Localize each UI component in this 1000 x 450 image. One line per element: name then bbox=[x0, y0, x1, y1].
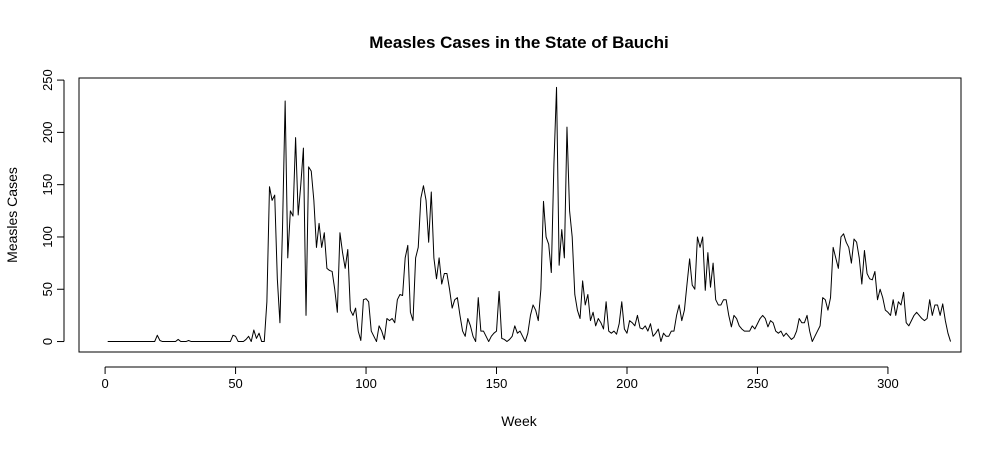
plot-frame bbox=[78, 77, 962, 353]
x-tick-label: 100 bbox=[355, 376, 377, 391]
y-tick-label: 100 bbox=[40, 226, 55, 248]
series-line bbox=[107, 86, 952, 343]
x-tick-label: 50 bbox=[228, 376, 242, 391]
x-axis: 0 50 100 150 200 250 300 bbox=[101, 366, 899, 391]
y-tick-label: 250 bbox=[40, 69, 55, 91]
chart-title: Measles Cases in the State of Bauchi bbox=[369, 33, 669, 52]
x-tick-label: 300 bbox=[877, 376, 899, 391]
y-axis: 0 50 100 150 200 250 bbox=[40, 69, 65, 345]
y-tick-label: 200 bbox=[40, 122, 55, 144]
x-tick-label: 150 bbox=[486, 376, 508, 391]
y-tick-label: 50 bbox=[40, 282, 55, 296]
y-axis-label: Measles Cases bbox=[4, 167, 20, 263]
x-tick-label: 250 bbox=[747, 376, 769, 391]
series-layer bbox=[107, 86, 952, 343]
y-tick-label: 0 bbox=[40, 338, 55, 345]
x-axis-label: Week bbox=[501, 413, 538, 429]
x-tick-label: 200 bbox=[616, 376, 638, 391]
x-tick-label: 0 bbox=[101, 376, 108, 391]
y-tick-label: 150 bbox=[40, 174, 55, 196]
